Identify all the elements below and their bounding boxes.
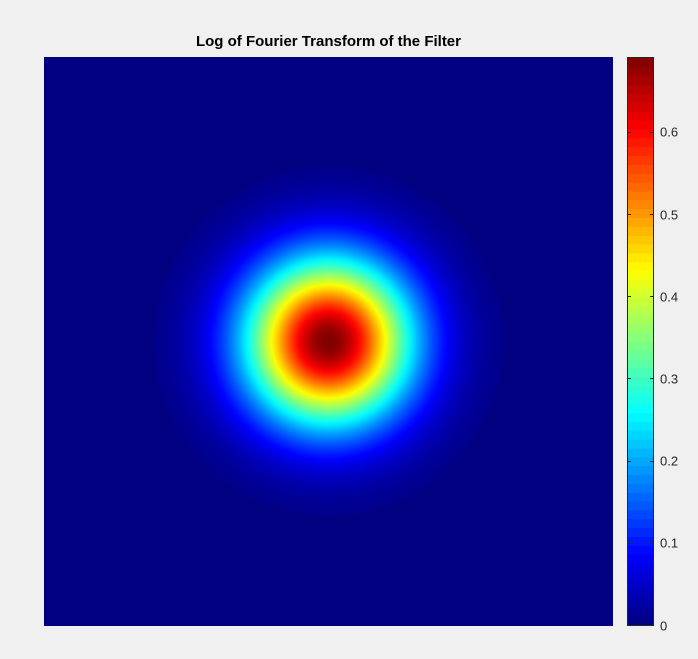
heatmap-peak bbox=[153, 166, 504, 517]
colorbar-band bbox=[628, 359, 653, 369]
colorbar-band bbox=[628, 306, 653, 316]
colorbar-band bbox=[628, 288, 653, 298]
colorbar bbox=[627, 57, 654, 626]
colorbar-tick-mark bbox=[627, 460, 631, 462]
colorbar-band bbox=[628, 616, 653, 625]
colorbar-tick-label: 0.5 bbox=[660, 207, 679, 223]
colorbar-band bbox=[628, 199, 653, 210]
colorbar-band bbox=[628, 376, 653, 387]
colorbar-band bbox=[628, 430, 653, 440]
colorbar-tick-mark bbox=[650, 296, 654, 298]
colorbar-band bbox=[628, 75, 653, 86]
colorbar-band bbox=[628, 607, 653, 617]
colorbar-band bbox=[628, 589, 653, 600]
colorbar-band bbox=[628, 571, 653, 582]
colorbar-band bbox=[628, 182, 653, 192]
colorbar-tick-mark bbox=[650, 460, 654, 462]
colorbar-band bbox=[628, 438, 653, 449]
colorbar-band bbox=[628, 580, 653, 591]
colorbar-band bbox=[628, 270, 653, 281]
colorbar-gradient bbox=[628, 58, 653, 625]
colorbar-band bbox=[628, 155, 653, 165]
colorbar-band bbox=[628, 509, 653, 520]
colorbar-band bbox=[628, 226, 653, 236]
colorbar-band bbox=[628, 385, 653, 396]
colorbar-band bbox=[628, 562, 653, 573]
colorbar-tick-label: 0.6 bbox=[660, 124, 679, 140]
colorbar-band bbox=[628, 146, 653, 157]
colorbar-band bbox=[628, 93, 653, 103]
colorbar-tick-mark bbox=[627, 542, 631, 544]
colorbar-band bbox=[628, 120, 653, 130]
colorbar-band bbox=[628, 128, 653, 139]
colorbar-band bbox=[628, 173, 653, 183]
colorbar-band bbox=[628, 350, 653, 360]
colorbar-tick-mark bbox=[627, 625, 631, 626]
colorbar-band bbox=[628, 66, 653, 77]
colorbar-band bbox=[628, 403, 653, 413]
colorbar-tick-label: 0.4 bbox=[660, 289, 679, 305]
colorbar-band bbox=[628, 518, 653, 529]
colorbar-band bbox=[628, 279, 653, 289]
colorbar-band bbox=[628, 368, 653, 378]
colorbar-band bbox=[628, 465, 653, 475]
colorbar-band bbox=[628, 252, 653, 263]
colorbar-tick-mark bbox=[627, 378, 631, 380]
colorbar-tick-mark bbox=[650, 542, 654, 544]
colorbar-band bbox=[628, 412, 653, 422]
colorbar-tick-mark bbox=[627, 296, 631, 298]
colorbar-band bbox=[628, 190, 653, 201]
colorbar-band bbox=[628, 217, 653, 227]
colorbar-band bbox=[628, 323, 653, 334]
colorbar-tick-mark bbox=[650, 378, 654, 380]
colorbar-tick-label: 0 bbox=[660, 618, 668, 633]
colorbar-tick-mark bbox=[650, 214, 654, 216]
colorbar-band bbox=[628, 421, 653, 431]
colorbar-tick-label: 0.2 bbox=[660, 453, 679, 469]
colorbar-tick-label: 0.3 bbox=[660, 371, 679, 387]
colorbar-band bbox=[628, 341, 653, 351]
colorbar-band bbox=[628, 137, 653, 148]
colorbar-band bbox=[628, 244, 653, 254]
colorbar-band bbox=[628, 164, 653, 174]
colorbar-band bbox=[628, 58, 653, 68]
colorbar-tick-mark bbox=[627, 214, 631, 216]
colorbar-band bbox=[628, 102, 653, 112]
colorbar-tick-label: 0.1 bbox=[660, 535, 679, 551]
colorbar-band bbox=[628, 208, 653, 219]
colorbar-band bbox=[628, 394, 653, 405]
heatmap-plot-area bbox=[44, 57, 613, 626]
colorbar-tick-mark bbox=[650, 625, 654, 626]
heatmap-svg bbox=[44, 57, 613, 626]
colorbar-band bbox=[628, 500, 653, 511]
colorbar-band bbox=[628, 536, 653, 546]
colorbar-band bbox=[628, 483, 653, 493]
colorbar-band bbox=[628, 297, 653, 307]
colorbar-band bbox=[628, 111, 653, 121]
colorbar-band bbox=[628, 545, 653, 555]
colorbar-band bbox=[628, 84, 653, 95]
chart-title: Log of Fourier Transform of the Filter bbox=[195, 33, 461, 50]
colorbar-band bbox=[628, 492, 653, 502]
colorbar-band bbox=[628, 554, 653, 564]
colorbar-tick-mark bbox=[650, 131, 654, 133]
colorbar-band bbox=[628, 314, 653, 325]
colorbar-band bbox=[628, 474, 653, 484]
colorbar-band bbox=[628, 235, 653, 245]
colorbar-band bbox=[628, 598, 653, 608]
colorbar-band bbox=[628, 527, 653, 538]
colorbar-band bbox=[628, 456, 653, 467]
colorbar-band bbox=[628, 332, 653, 343]
colorbar-band bbox=[628, 447, 653, 458]
colorbar-band bbox=[628, 261, 653, 272]
colorbar-tick-mark bbox=[627, 131, 631, 133]
